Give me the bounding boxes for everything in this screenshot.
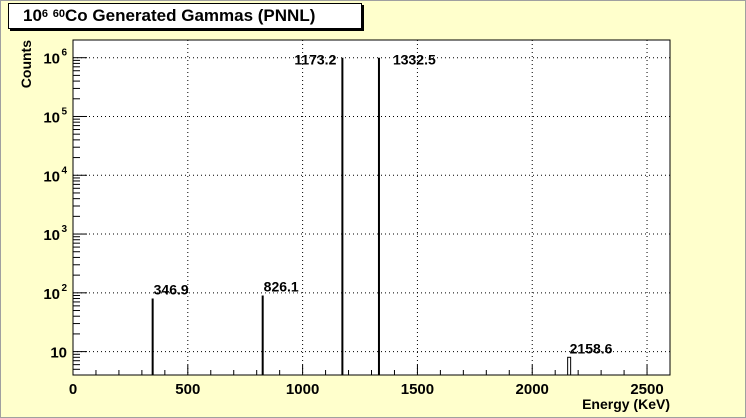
x-tick-label: 500 <box>175 381 200 398</box>
x-tick-label: 1000 <box>286 381 319 398</box>
x-tick-label: 0 <box>69 381 77 398</box>
peak-label: 2158.6 <box>570 340 613 356</box>
plot-area <box>73 40 670 375</box>
y-tick-label: 10 <box>50 345 67 362</box>
title-exponent: 6 <box>41 8 49 20</box>
title-text: Co Generated Gammas (PNNL) <box>65 6 316 25</box>
y-tick-label: 10 <box>43 168 60 185</box>
y-tick-exponent: 4 <box>61 165 67 176</box>
x-tick-label: 2000 <box>516 381 549 398</box>
y-tick-exponent: 2 <box>61 283 67 294</box>
peak-label: 346.9 <box>154 282 189 298</box>
title-base: 10 <box>23 6 42 25</box>
peak-label: 1173.2 <box>294 52 336 68</box>
y-tick-label: 10 <box>43 286 60 303</box>
y-tick-exponent: 5 <box>61 106 67 117</box>
title-isotope-mass: 60 <box>52 8 66 20</box>
y-axis-title: Counts <box>18 40 34 88</box>
x-tick-label: 2500 <box>630 381 663 398</box>
peak-label: 826.1 <box>264 279 299 295</box>
y-tick-exponent: 6 <box>61 48 67 59</box>
x-tick-label: 1500 <box>401 381 434 398</box>
chart-title-box: 10 6 60 Co Generated Gammas (PNNL) <box>8 3 362 29</box>
peak-line <box>567 356 572 376</box>
y-tick-label: 10 <box>43 109 60 126</box>
y-tick-exponent: 3 <box>61 224 67 235</box>
x-axis-title: Energy (KeV) <box>582 396 670 412</box>
peak-label: 1332.5 <box>393 52 436 68</box>
y-tick-label: 10 <box>43 51 60 68</box>
y-tick-label: 10 <box>43 227 60 244</box>
